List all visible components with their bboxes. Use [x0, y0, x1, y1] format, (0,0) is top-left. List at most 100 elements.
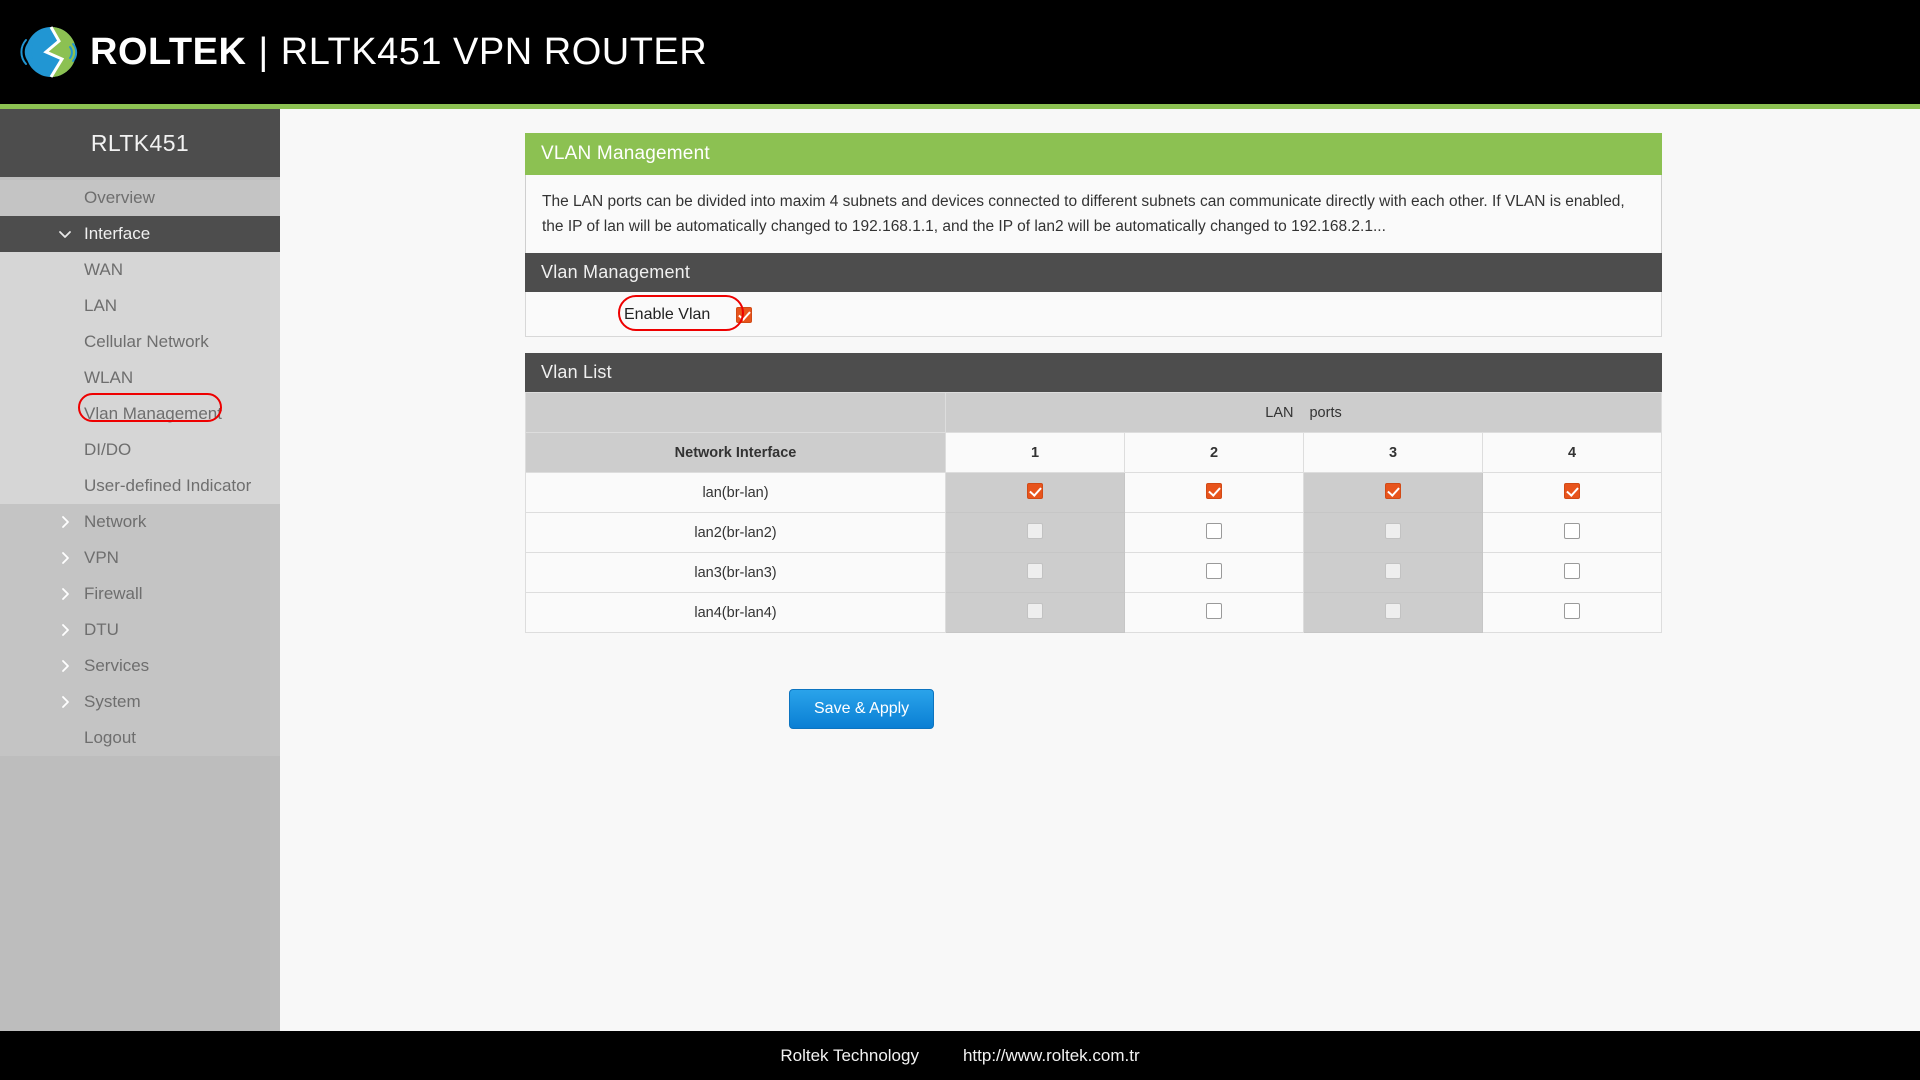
sidebar-item-lan[interactable]: LAN — [0, 288, 280, 324]
cell-port-3 — [1303, 472, 1483, 513]
sidebar-item-wlan[interactable]: WLAN — [0, 360, 280, 396]
brand-subtitle: RLTK451 VPN ROUTER — [280, 30, 708, 73]
cell-port-1 — [945, 592, 1125, 633]
cell-port-4 — [1482, 472, 1662, 513]
chevron-right-icon — [58, 695, 72, 709]
sidebar-item-label: WAN — [84, 260, 124, 279]
column-header-port-4: 4 — [1482, 432, 1662, 473]
footer-url[interactable]: http://www.roltek.com.tr — [962, 1045, 1140, 1065]
port-checkbox-4[interactable] — [1564, 562, 1580, 579]
sidebar-item-di-do[interactable]: DI/DO — [0, 432, 280, 468]
cell-port-2 — [1124, 552, 1304, 593]
port-checkbox-3[interactable] — [1385, 522, 1401, 539]
sidebar-item-interface[interactable]: Interface — [0, 216, 280, 252]
cell-port-3 — [1303, 512, 1483, 553]
port-checkbox-3[interactable] — [1385, 562, 1401, 579]
vlan-intro-body: The LAN ports can be divided into maxim … — [525, 175, 1662, 259]
port-checkbox-1[interactable] — [1027, 562, 1043, 579]
cell-port-3 — [1303, 552, 1483, 593]
cell-port-4 — [1482, 592, 1662, 633]
vlan-list-table: LAN ports Network Interface 1 2 3 4 lan(b… — [525, 392, 1662, 633]
enable-vlan-label: Enable Vlan — [624, 306, 711, 323]
cell-port-1 — [945, 512, 1125, 553]
save-and-apply-button[interactable]: Save & Apply — [789, 689, 935, 729]
sidebar-item-services[interactable]: Services — [0, 648, 280, 684]
port-checkbox-1[interactable] — [1027, 602, 1043, 619]
vlan-list-title: Vlan List — [525, 353, 1662, 392]
port-checkbox-3[interactable] — [1385, 482, 1401, 499]
vlan-management-title: Vlan Management — [525, 253, 1662, 292]
sidebar-item-label: Firewall — [84, 584, 143, 603]
cell-port-2 — [1124, 472, 1304, 513]
chevron-right-icon — [58, 515, 72, 529]
sidebar-item-label: Interface — [84, 224, 151, 243]
sidebar-item-label: Logout — [84, 728, 136, 747]
port-checkbox-3[interactable] — [1385, 602, 1401, 619]
sidebar-item-label: System — [84, 692, 141, 711]
port-checkbox-2[interactable] — [1206, 522, 1222, 539]
sidebar-item-label: VPN — [84, 548, 119, 567]
sidebar-item-label: Overview — [84, 188, 155, 207]
port-checkbox-2[interactable] — [1206, 482, 1222, 499]
vlan-list-section: Vlan List LAN ports Network Interface 1 2… — [525, 353, 1662, 633]
brand-logo[interactable]: ROLTEK | RLTK451 VPN ROUTER — [18, 21, 707, 83]
header-accent-bar — [0, 104, 1920, 109]
cell-network-interface: lan(br-lan) — [525, 472, 946, 513]
cell-port-3 — [1303, 592, 1483, 633]
brand-title: ROLTEK | RLTK451 VPN ROUTER — [90, 31, 707, 74]
column-header-port-2: 2 — [1124, 432, 1304, 473]
table-row: lan(br-lan) — [525, 472, 1662, 513]
sidebar-item-vpn[interactable]: VPN — [0, 540, 280, 576]
brand-separator: | — [258, 30, 269, 73]
vlan-list-rows: lan(br-lan) lan2(br-lan2) lan3(br-lan3) lan… — [525, 472, 1662, 633]
brand-name: ROLTEK — [90, 30, 247, 73]
main-content: VLAN Management The LAN ports can be div… — [280, 109, 1920, 1031]
sidebar-item-overview[interactable]: Overview — [0, 180, 280, 216]
port-checkbox-2[interactable] — [1206, 562, 1222, 579]
sidebar-item-firewall[interactable]: Firewall — [0, 576, 280, 612]
port-checkbox-4[interactable] — [1564, 522, 1580, 539]
column-header-port-3: 3 — [1303, 432, 1483, 473]
sidebar-item-label: Services — [84, 656, 150, 675]
cell-port-1 — [945, 552, 1125, 593]
cell-port-2 — [1124, 512, 1304, 553]
vlan-intro-card: VLAN Management The LAN ports can be div… — [525, 133, 1662, 259]
sidebar-item-label: Cellular Network — [84, 332, 209, 351]
vlan-intro-description: The LAN ports can be divided into maxim … — [542, 193, 1625, 236]
chevron-right-icon — [58, 659, 72, 673]
sidebar-item-vlan-management[interactable]: Vlan Management — [0, 393, 280, 432]
sidebar-item-system[interactable]: System — [0, 684, 280, 720]
sidebar-item-wan[interactable]: WAN — [0, 252, 280, 288]
vlan-intro-title: VLAN Management — [525, 133, 1662, 175]
sidebar-item-logout[interactable]: Logout — [0, 720, 280, 756]
port-checkbox-4[interactable] — [1564, 602, 1580, 619]
cell-port-4 — [1482, 552, 1662, 593]
sidebar-nav-list: Overview Interface WAN LAN Cellular Network W… — [0, 180, 280, 756]
port-checkbox-1[interactable] — [1027, 482, 1043, 499]
group-header-lan-label: LAN — [1265, 404, 1294, 421]
table-row: lan3(br-lan3) — [525, 552, 1662, 593]
sidebar-item-label: User-defined Indicator — [84, 476, 252, 495]
sidebar-item-label: DTU — [84, 620, 119, 639]
sidebar-item-dtu[interactable]: DTU — [0, 612, 280, 648]
cell-port-4 — [1482, 512, 1662, 553]
app-footer: Roltek Technology http://www.roltek.com.… — [0, 1031, 1920, 1080]
port-checkbox-1[interactable] — [1027, 522, 1043, 539]
group-header-ports-label: ports — [1309, 404, 1342, 421]
table-row: lan2(br-lan2) — [525, 512, 1662, 553]
group-header-lan-ports: LAN ports — [945, 392, 1662, 433]
sidebar-item-network[interactable]: Network — [0, 504, 280, 540]
port-checkbox-4[interactable] — [1564, 482, 1580, 499]
vlan-management-section: Vlan Management Enable Vlan — [525, 253, 1662, 337]
port-checkbox-2[interactable] — [1206, 602, 1222, 619]
group-header-blank — [525, 392, 946, 433]
enable-vlan-checkbox[interactable] — [736, 307, 753, 323]
sidebar-item-label: WLAN — [84, 368, 134, 387]
sidebar-item-user-defined-indicator[interactable]: User-defined Indicator — [0, 468, 280, 504]
chevron-right-icon — [58, 551, 72, 565]
sidebar-item-cellular-network[interactable]: Cellular Network — [0, 324, 280, 360]
sidebar-item-label: Vlan Management — [84, 404, 222, 423]
save-button-row: Save & Apply — [280, 689, 1920, 729]
enable-vlan-row: Enable Vlan — [526, 292, 1661, 336]
cell-port-1 — [945, 472, 1125, 513]
